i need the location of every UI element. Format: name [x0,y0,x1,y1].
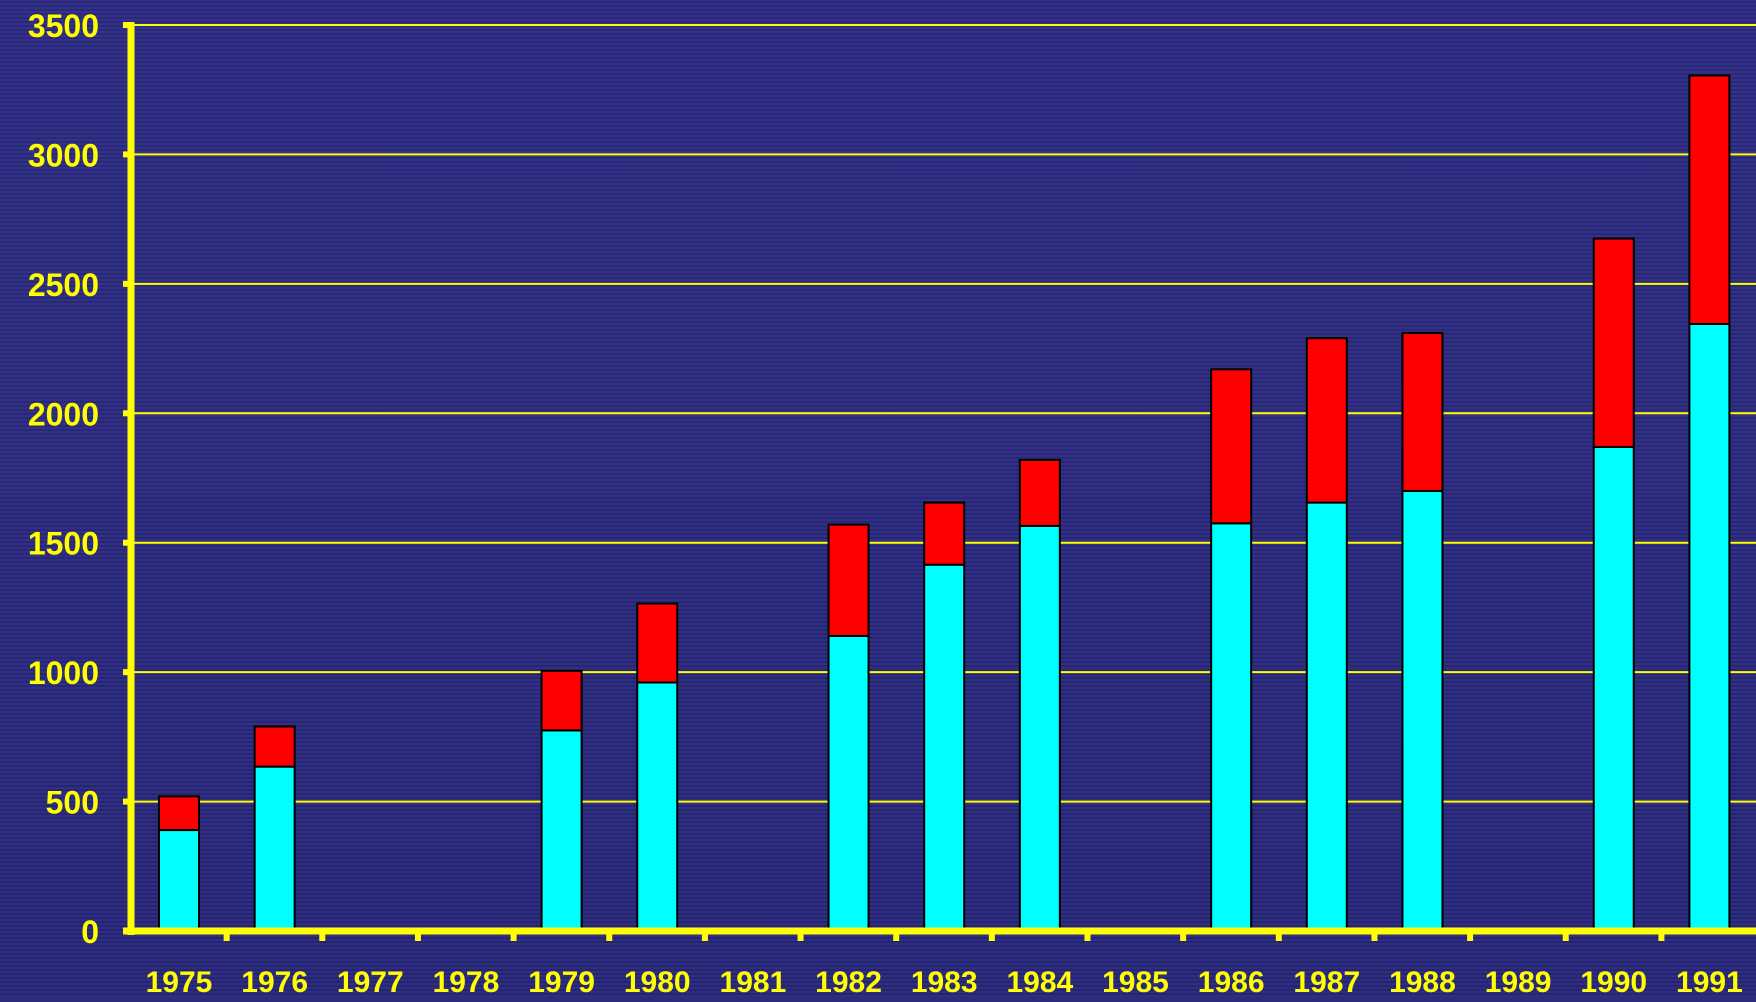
x-tick-label: 1984 [1006,966,1073,997]
bar-segment-series-2-1990 [1592,237,1635,448]
bar-segment-series-1-1986 [1210,522,1253,932]
x-tick-label: 1989 [1485,966,1552,997]
y-tick-label: 3000 [28,137,99,173]
bar-segment-series-2-1983 [923,501,966,566]
x-tick-label: 1986 [1198,966,1265,997]
axes [123,22,1756,941]
bar-segment-series-2-1975 [158,795,200,832]
x-tick-label: 1991 [1676,966,1743,997]
bar-segment-series-1-1982 [827,634,870,932]
y-tick-labels: 0 500 1000 1500 2000 2500 3000 3500 [28,8,99,950]
bar-segment-series-1-1990 [1592,445,1635,932]
x-tick-label: 1982 [815,966,882,997]
bar-segment-series-2-1976 [253,725,296,768]
x-tick-label: 1980 [624,966,691,997]
y-tick-label: 500 [46,785,99,821]
bar-segment-series-2-1982 [827,523,870,637]
x-tick-label: 1979 [528,966,595,997]
x-tick-label: 1985 [1102,966,1169,997]
bar-segment-series-1-1991 [1688,322,1731,933]
bar-segment-series-2-1984 [1018,458,1061,527]
x-tick-label: 1988 [1389,966,1456,997]
bar-segment-series-1-1988 [1401,489,1444,932]
bar-segment-series-2-1987 [1305,337,1348,504]
bar-segment-series-1-1983 [923,563,966,933]
bar-segment-series-2-1979 [540,669,583,732]
bar-segment-series-2-1980 [636,602,679,684]
bar-segment-series-2-1988 [1401,332,1444,492]
y-tick-label: 2000 [28,396,99,432]
y-tick-label: 0 [81,914,99,950]
bar-segment-series-1-1976 [253,765,296,933]
y-tick-label: 1500 [28,526,99,562]
bar-segment-series-1-1980 [636,681,679,932]
bar-segment-series-1-1979 [540,729,583,933]
x-tick-label: 1990 [1580,966,1647,997]
x-tick-label: 1975 [146,966,213,997]
bar-segment-series-1-1984 [1018,524,1061,932]
y-tick-label: 2500 [28,267,99,303]
x-tick-labels: 1975 1976 1977 1978 1979 1980 1981 1982 1983 1984… [146,966,1743,999]
x-tick-label: 1983 [911,966,978,997]
x-tick-label: 1978 [433,966,500,997]
y-tick-label: 3500 [28,8,99,44]
x-tick-label: 1987 [1293,966,1360,997]
x-tick-label: 1981 [720,966,787,997]
bar-segment-series-2-1986 [1210,368,1253,525]
y-tick-label: 1000 [28,655,99,691]
bar-segment-series-1-1987 [1305,501,1348,932]
bar-segment-series-2-1991 [1688,74,1731,325]
x-tick-label: 1977 [337,966,404,997]
bars [158,74,1731,933]
bar-segment-series-1-1975 [158,829,200,932]
x-tick-label: 1976 [241,966,308,997]
